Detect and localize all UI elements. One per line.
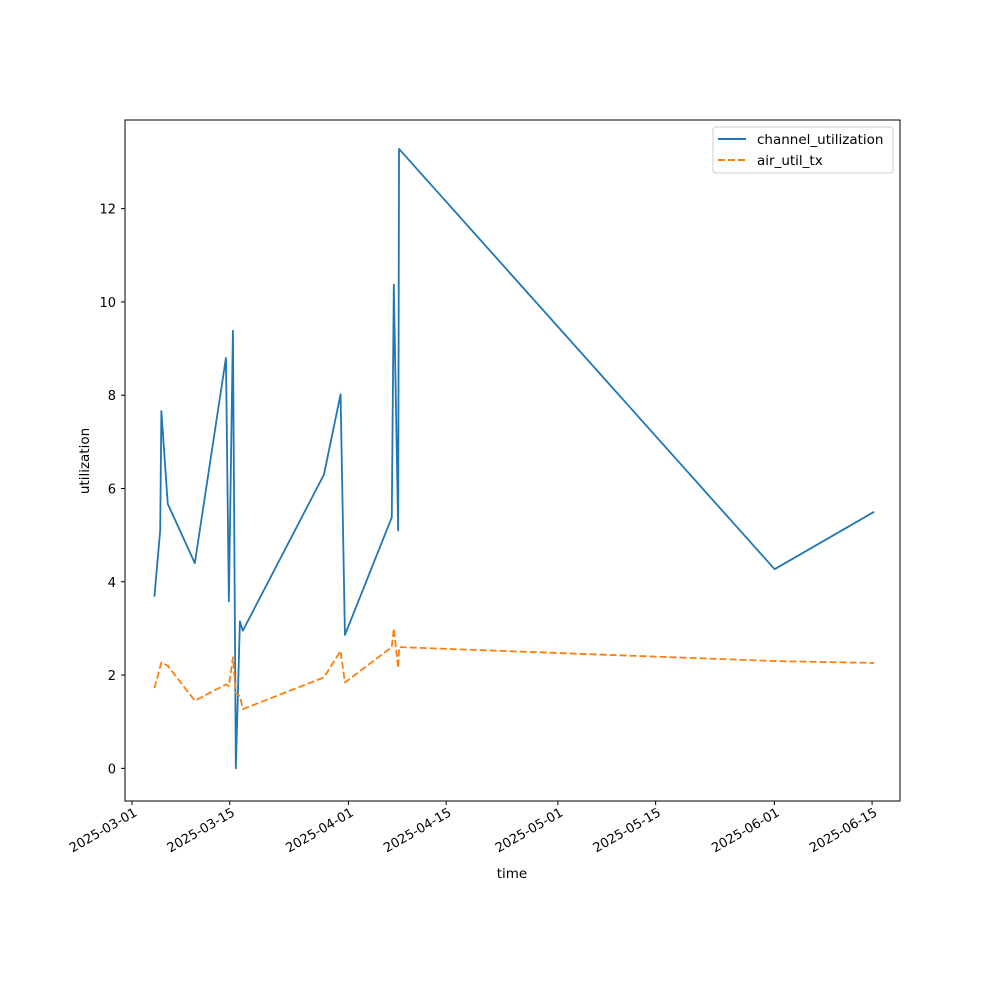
legend-label-channel-utilization: channel_utilization <box>757 132 884 148</box>
x-axis-title: time <box>497 866 528 882</box>
y-tick-label: 12 <box>99 203 116 218</box>
y-tick-label: 4 <box>108 576 116 591</box>
y-axis: 0 2 4 6 8 10 12 <box>99 203 125 777</box>
legend-box <box>712 126 894 174</box>
y-tick-label: 8 <box>108 389 116 404</box>
y-tick-label: 2 <box>108 669 116 684</box>
legend: channel_utilization air_util_tx <box>712 126 894 174</box>
series-line-air-util-tx <box>153 627 875 711</box>
y-tick-label: 10 <box>99 296 116 311</box>
y-axis-title: utilization <box>77 428 93 494</box>
series-line-channel-utilization <box>153 148 875 770</box>
y-tick-label: 0 <box>108 762 116 777</box>
plot-frame <box>124 119 901 802</box>
plot-series <box>153 148 875 770</box>
legend-label-air-util-tx: air_util_tx <box>757 153 823 169</box>
y-tick-label: 6 <box>108 482 116 497</box>
